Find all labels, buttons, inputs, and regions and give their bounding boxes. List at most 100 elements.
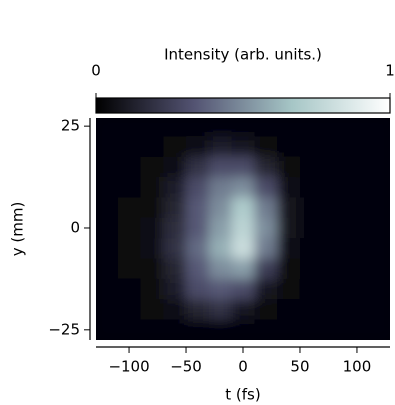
heatmap-cell <box>368 217 390 239</box>
heatmap-cell <box>277 278 301 300</box>
heatmap-cell <box>208 177 233 198</box>
heatmap-cell <box>186 118 210 137</box>
heatmap-cell <box>231 177 255 198</box>
heatmap-cell <box>231 319 255 340</box>
heatmap-cell <box>208 258 233 280</box>
heatmap-cell <box>254 156 278 178</box>
heatmap-cell <box>208 238 233 260</box>
heatmap-cell <box>186 238 210 260</box>
heatmap-cell <box>254 299 278 321</box>
heatmap-cell <box>117 136 141 158</box>
heatmap-cell <box>140 136 164 158</box>
heatmap-cell <box>208 118 233 137</box>
heatmap-cell <box>163 258 187 280</box>
heatmap-cell <box>140 238 164 260</box>
heatmap-cell <box>117 217 141 239</box>
heatmap-cell <box>163 319 187 340</box>
heatmap-cell <box>117 156 141 178</box>
colorbar <box>95 97 391 114</box>
heatmap-cell <box>368 156 390 178</box>
heatmap-cell <box>208 217 233 239</box>
heatmap-cell <box>96 217 119 239</box>
heatmap-cell <box>254 118 278 137</box>
heatmap-cell <box>322 156 347 178</box>
heatmap-cell <box>163 177 187 198</box>
heatmap-cell <box>299 299 324 321</box>
heatmap-cell <box>231 278 255 300</box>
heatmap-cell <box>163 278 187 300</box>
heatmap-cell <box>254 177 278 198</box>
heatmap-cell <box>322 217 347 239</box>
colorbar-tick-label: 1 <box>385 62 395 80</box>
heatmap-cell <box>322 319 347 340</box>
heatmap-cell <box>117 278 141 300</box>
heatmap-cell <box>208 156 233 178</box>
heatmap-cell <box>117 197 141 219</box>
heatmap-cell <box>231 217 255 239</box>
heatmap-cell <box>186 319 210 340</box>
heatmap-cell <box>163 136 187 158</box>
heatmap-cell <box>117 258 141 280</box>
heatmap-cell <box>277 238 301 260</box>
heatmap-cell <box>322 136 347 158</box>
heatmap-cell <box>208 278 233 300</box>
heatmap-cell <box>186 136 210 158</box>
heatmap-cell <box>140 118 164 137</box>
heatmap-cell <box>277 258 301 280</box>
heatmap-cell <box>322 238 347 260</box>
heatmap-cell <box>299 197 324 219</box>
heatmap-cell <box>254 197 278 219</box>
heatmap-cell <box>140 258 164 280</box>
heatmap-cell <box>140 278 164 300</box>
heatmap-cell <box>368 238 390 260</box>
x-axis-label: t (fs) <box>225 386 260 404</box>
heatmap-cell <box>277 136 301 158</box>
heatmap-cell <box>231 258 255 280</box>
heatmap-cell <box>140 177 164 198</box>
y-tick-label: 0 <box>70 218 80 236</box>
heatmap-cell <box>117 238 141 260</box>
heatmap-cell <box>163 217 187 239</box>
heatmap-cell <box>277 118 301 137</box>
heatmap-cell <box>322 278 347 300</box>
heatmap-cell <box>186 258 210 280</box>
heatmap-cell <box>322 299 347 321</box>
x-tick-label: 50 <box>290 358 309 376</box>
heatmap-cell <box>163 238 187 260</box>
heatmap-cell <box>208 299 233 321</box>
heatmap-cell <box>117 299 141 321</box>
heatmap-cell <box>322 197 347 219</box>
heatmap-cell <box>277 319 301 340</box>
heatmap-cell <box>368 258 390 280</box>
heatmap-cell <box>299 258 324 280</box>
heatmap-cell <box>96 258 119 280</box>
colorbar-tick-label: 0 <box>91 62 101 80</box>
heatmap-cell <box>368 299 390 321</box>
heatmap-cell <box>345 197 369 219</box>
heatmap-cell <box>117 118 141 137</box>
y-axis-label: y (mm) <box>9 202 27 257</box>
y-tick-label: 25 <box>61 117 80 135</box>
heatmap-cell <box>208 197 233 219</box>
heatmap-cell <box>117 177 141 198</box>
heatmap-cell <box>231 156 255 178</box>
heatmap-cell <box>96 118 119 137</box>
heatmap-cell <box>186 217 210 239</box>
heatmap-cell <box>368 136 390 158</box>
heatmap-cell <box>345 278 369 300</box>
heatmap-cell <box>322 177 347 198</box>
heatmap-cell <box>277 197 301 219</box>
colorbar-label: Intensity (arb. units.) <box>164 46 322 64</box>
heatmap-cell <box>254 238 278 260</box>
heatmap-cell <box>163 156 187 178</box>
heatmap-cell <box>96 177 119 198</box>
heatmap-cell <box>277 217 301 239</box>
heatmap-cell <box>368 118 390 137</box>
heatmap-cell <box>254 319 278 340</box>
heatmap-cell <box>231 118 255 137</box>
heatmap-cell <box>96 197 119 219</box>
heatmap-cell <box>208 319 233 340</box>
heatmap-cell <box>163 299 187 321</box>
heatmap-cell <box>186 197 210 219</box>
